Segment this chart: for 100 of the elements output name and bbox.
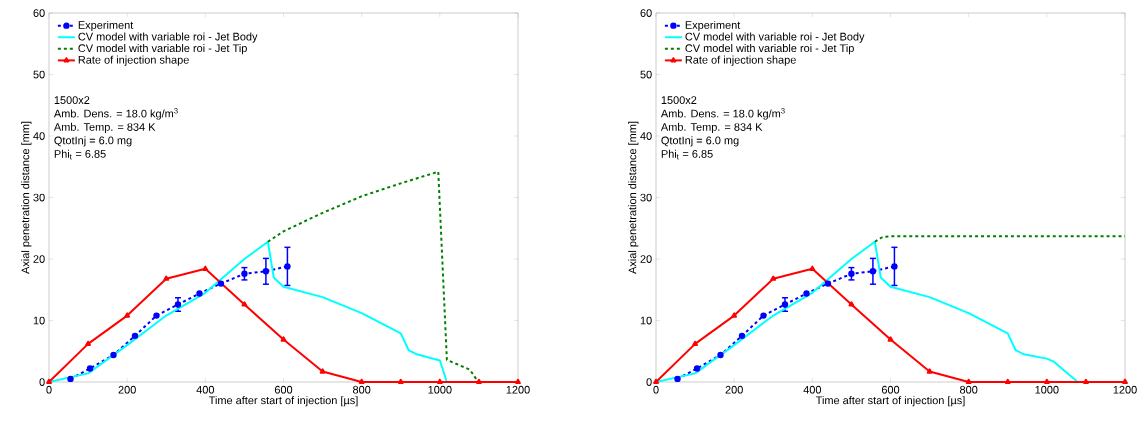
point [809, 265, 816, 271]
point [770, 275, 777, 281]
point [1083, 378, 1089, 385]
legend-label: CV model with variable roi - Jet Body [78, 32, 258, 43]
x-tick-label: 0 [653, 385, 659, 394]
y-tick-label: 20 [33, 255, 45, 263]
annotation: 1500x2 [661, 96, 697, 104]
y-tick-label: 50 [640, 70, 652, 79]
point [153, 312, 160, 319]
x-tick-label: 400 [196, 385, 215, 394]
y-axis-title: Axial penetration distance [mm] [21, 121, 32, 274]
y-axis-title: Axial penetration distance [mm] [628, 121, 639, 274]
legend-label: Experiment [78, 20, 134, 32]
point [515, 378, 521, 385]
point [653, 378, 659, 385]
y-tick-label: 0 [646, 378, 652, 386]
point [163, 275, 170, 281]
legend-label: CV model with variable roi - Jet Body [685, 32, 865, 43]
annotation: Amb. Dens. = 18.0 kg/m$^{3}$ [53, 108, 178, 120]
x-tick-label: 600 [274, 385, 293, 394]
x-tick-label: 1200 [506, 385, 530, 394]
line-series [655, 240, 1079, 383]
y-tick-label: 30 [33, 193, 45, 202]
x-tick-label: 200 [118, 385, 136, 394]
point [926, 368, 933, 374]
x-tick-label: 800 [353, 385, 371, 394]
point [760, 312, 767, 319]
point [717, 351, 724, 359]
point [891, 263, 898, 270]
point [965, 378, 972, 385]
line-series [48, 240, 448, 383]
point [731, 312, 738, 318]
x-tick-label: 600 [881, 385, 900, 394]
point [241, 270, 248, 277]
y-tick-label: 0 [39, 378, 45, 386]
y-tick-label: 50 [33, 70, 45, 79]
legend-label: Rate of injection shape [78, 55, 189, 66]
legend-label: Rate of injection shape [685, 55, 796, 66]
point [241, 301, 248, 307]
point [124, 312, 131, 318]
point [284, 263, 291, 270]
point [692, 340, 698, 346]
point [262, 268, 270, 275]
point [358, 378, 365, 385]
x-axis-title: Time after start of injection [µs] [815, 396, 965, 407]
legend-label: CV model with variable roi - Jet Tip [685, 44, 854, 55]
point [781, 301, 789, 308]
point [67, 375, 74, 383]
x-tick-label: 800 [960, 385, 978, 394]
x-tick-label: 1000 [1035, 385, 1059, 394]
point [85, 340, 91, 346]
point [174, 301, 182, 308]
annotation: Amb. Temp. = 834 K [53, 122, 156, 134]
annotation: Amb. Temp. = 834 K [660, 122, 763, 134]
annotation: Amb. Dens. = 18.0 kg/m$^{3}$ [660, 108, 785, 120]
point [46, 378, 52, 385]
point [436, 378, 443, 385]
point [397, 378, 404, 385]
legend-label: Experiment [685, 20, 741, 32]
point [202, 265, 209, 271]
annotation: QtotInj = 6.0 mg [54, 136, 132, 147]
y-tick-label: 10 [33, 316, 45, 325]
y-tick-label: 30 [640, 193, 652, 202]
point [674, 375, 681, 383]
point [848, 270, 855, 277]
y-tick-label: 40 [33, 132, 45, 140]
point [887, 336, 894, 342]
y-tick-label: 20 [640, 255, 652, 263]
point [476, 378, 482, 385]
point [86, 365, 94, 372]
point [131, 332, 139, 340]
point [1043, 378, 1050, 385]
annotation: Phi$_{t}$ = 6.85 [661, 149, 713, 160]
point [824, 280, 832, 287]
annotation: QtotInj = 6.0 mg [661, 136, 739, 147]
point [848, 301, 855, 307]
annotation: Phi$_{t}$ = 6.85 [54, 149, 106, 160]
point [196, 290, 203, 297]
x-tick-label: 0 [46, 385, 52, 394]
legend-label: CV model with variable roi - Jet Tip [78, 44, 247, 55]
point [1122, 378, 1128, 385]
y-tick-label: 40 [640, 132, 652, 140]
point [319, 368, 326, 374]
x-tick-label: 400 [803, 385, 822, 394]
annotation: 1500x2 [54, 96, 90, 104]
point [280, 336, 287, 342]
x-axis-title: Time after start of injection [µs] [208, 396, 358, 407]
point [1004, 378, 1011, 385]
y-tick-label: 60 [640, 9, 652, 17]
y-tick-label: 10 [640, 316, 652, 325]
y-tick-label: 60 [33, 9, 45, 17]
point [110, 351, 117, 359]
point [693, 365, 701, 372]
x-tick-label: 1200 [1113, 385, 1137, 394]
point [738, 332, 746, 340]
x-tick-label: 1000 [428, 385, 452, 394]
point [217, 280, 225, 287]
x-tick-label: 200 [725, 385, 743, 394]
point [803, 290, 810, 297]
point [869, 268, 877, 275]
